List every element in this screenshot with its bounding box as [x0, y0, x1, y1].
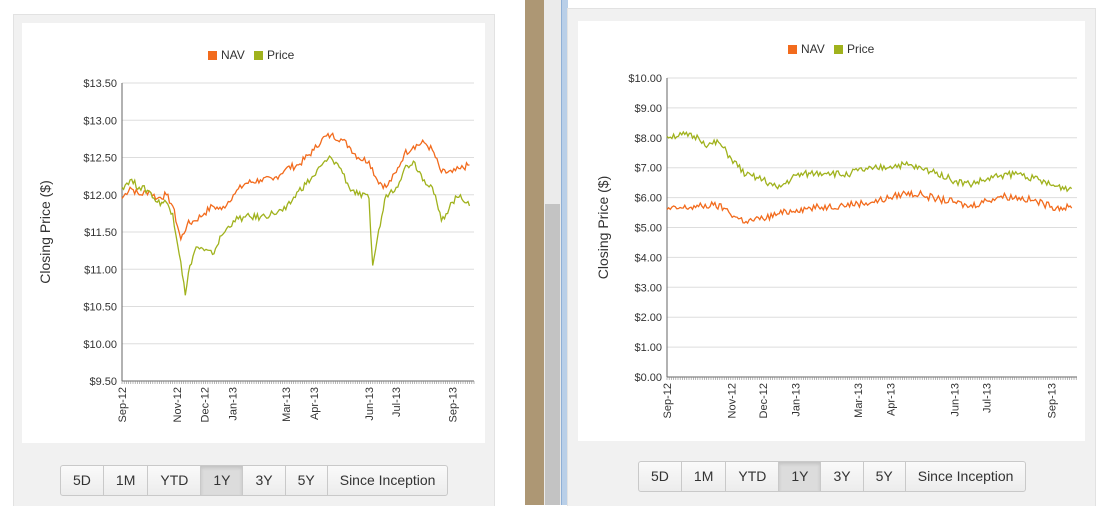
x-tick-label: Sep-13 [447, 387, 459, 422]
legend-price-swatch[interactable] [254, 51, 263, 60]
x-tick-label: Dec-12 [758, 383, 770, 418]
range-button-5y[interactable]: 5Y [286, 466, 328, 495]
x-tick-label: Apr-13 [885, 383, 897, 416]
left-range-selector: 5D 1M YTD 1Y 3Y 5Y Since Inception [60, 465, 449, 496]
y-tick-label: $10.00 [628, 73, 662, 85]
y-tick-label: $4.00 [634, 252, 662, 264]
range-button-since-inception[interactable]: Since Inception [339, 472, 436, 488]
window-edge [561, 0, 568, 505]
scrollbar-thumb[interactable] [545, 204, 560, 505]
x-tick-label: Jun-13 [364, 387, 376, 421]
y-tick-label: $9.50 [89, 376, 117, 388]
range-button-5y[interactable]: 5Y [864, 462, 906, 491]
nav-series-line [121, 132, 470, 242]
x-tick-label: Dec-12 [199, 387, 211, 422]
y-tick-label: $1.00 [634, 342, 662, 354]
window-divider [525, 0, 544, 505]
y-tick-label: $7.00 [634, 163, 662, 175]
x-tick-label: Jul-13 [391, 387, 403, 417]
y-tick-label: $13.50 [83, 78, 117, 90]
range-button-3y[interactable]: 3Y [243, 466, 286, 495]
x-tick-label: Sep-13 [1047, 383, 1059, 418]
nav-series-line [666, 189, 1073, 225]
legend-nav-swatch[interactable] [208, 51, 217, 60]
left-closing-price-chart: $9.50 $10.00 $10.50 $11.00 $11.50 $12.00 $12.5… [37, 48, 475, 422]
y-tick-label: $11.00 [84, 264, 117, 276]
y-tick-label: $3.00 [634, 282, 662, 294]
x-tick-label: Mar-13 [853, 383, 865, 418]
x-tick-label: Nov-12 [172, 387, 184, 422]
range-button-ytd[interactable]: YTD [726, 462, 780, 491]
y-axis-title: Closing Price ($) [595, 176, 611, 279]
y-tick-label: $8.00 [634, 133, 662, 145]
y-tick-label: $10.50 [83, 302, 117, 314]
y-tick-label: $10.00 [83, 339, 117, 351]
right-closing-price-chart: $0.00 $1.00 $2.00 $3.00 $4.00 $5.00 $6.00 $7.00… [595, 42, 1077, 418]
range-button-1y[interactable]: 1Y [779, 462, 822, 491]
left-chart-container: $9.50 $10.00 $10.50 $11.00 $11.50 $12.00 $12.5… [22, 23, 485, 443]
y-tick-label: $11.50 [84, 227, 117, 239]
y-tick-label: $9.00 [634, 103, 662, 115]
x-tick-label: Sep-12 [662, 383, 674, 418]
x-tick-label: Mar-13 [281, 387, 293, 422]
right-chart-panel: $0.00 $1.00 $2.00 $3.00 $4.00 $5.00 $6.00 $7.00… [567, 8, 1096, 506]
legend-nav-swatch[interactable] [788, 45, 797, 54]
range-button-since-inception[interactable]: Since Inception [917, 468, 1014, 484]
legend-price-label[interactable]: Price [267, 48, 295, 62]
right-range-selector: 5D 1M YTD 1Y 3Y 5Y Since Inception [638, 461, 1027, 492]
range-button-3y[interactable]: 3Y [821, 462, 864, 491]
x-tick-label: Nov-12 [726, 383, 738, 418]
y-tick-label: $5.00 [634, 223, 662, 235]
y-tick-label: $6.00 [634, 193, 662, 205]
right-chart-container: $0.00 $1.00 $2.00 $3.00 $4.00 $5.00 $6.00 $7.00… [578, 21, 1085, 441]
x-tick-label: Jan-13 [791, 383, 803, 417]
range-button-1y[interactable]: 1Y [201, 466, 244, 495]
y-tick-label: $2.00 [634, 312, 662, 324]
x-tick-label: Jul-13 [981, 383, 993, 413]
price-series-line [121, 155, 471, 296]
range-button-1m[interactable]: 1M [104, 466, 149, 495]
y-tick-label: $0.00 [634, 372, 662, 384]
y-tick-label: $13.00 [83, 115, 117, 127]
range-button-5d[interactable]: 5D [639, 462, 682, 491]
x-tick-label: Apr-13 [309, 387, 321, 420]
x-tick-label: Jan-13 [227, 387, 239, 421]
y-axis-title: Closing Price ($) [37, 180, 53, 283]
y-tick-label: $12.50 [83, 153, 117, 165]
range-button-5d[interactable]: 5D [61, 466, 104, 495]
y-tick-label: $12.00 [83, 190, 117, 202]
price-series-line [666, 130, 1073, 193]
x-tick-label: Jun-13 [950, 383, 962, 417]
legend-price-label[interactable]: Price [847, 42, 875, 56]
legend-nav-label[interactable]: NAV [221, 48, 245, 62]
x-tick-label: Sep-12 [117, 387, 129, 422]
left-chart-panel: $9.50 $10.00 $10.50 $11.00 $11.50 $12.00 $12.5… [13, 14, 495, 506]
legend-price-swatch[interactable] [834, 45, 843, 54]
range-button-ytd[interactable]: YTD [148, 466, 202, 495]
legend-nav-label[interactable]: NAV [801, 42, 825, 56]
range-button-1m[interactable]: 1M [682, 462, 727, 491]
